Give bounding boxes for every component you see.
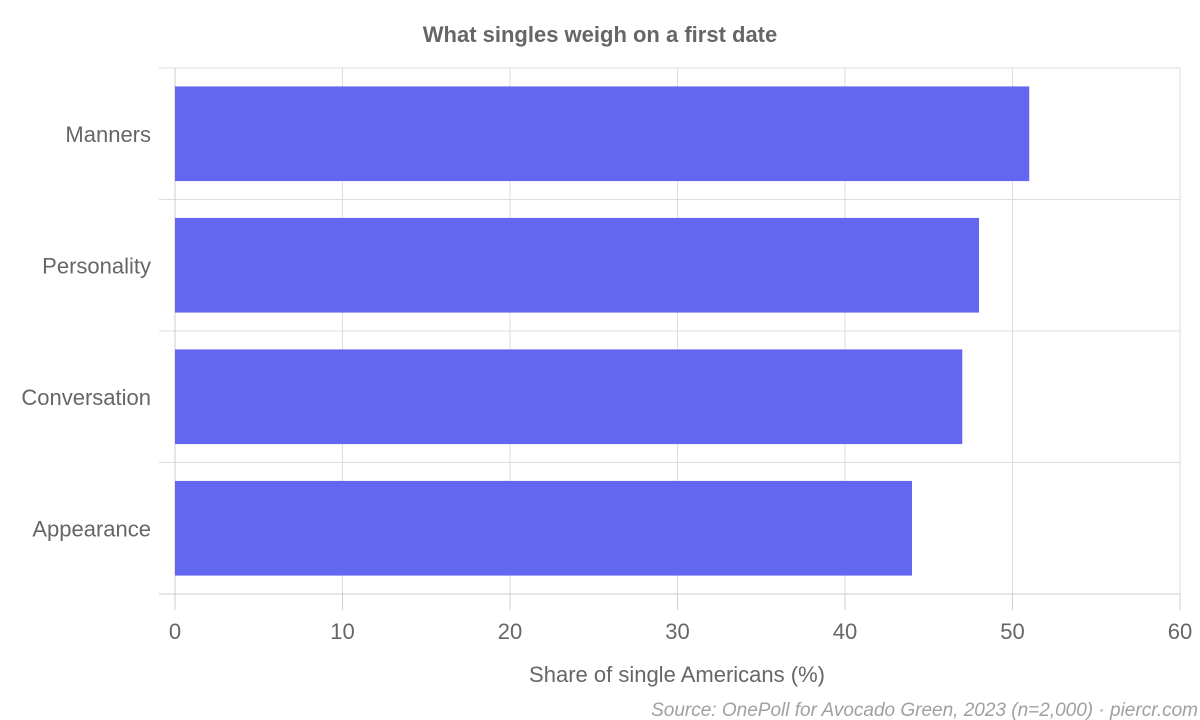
x-tick-label: 40	[833, 619, 857, 644]
chart-title: What singles weigh on a first date	[423, 22, 778, 47]
category-labels: Manners Personality Conversation Appearance	[21, 122, 151, 542]
x-tick-label: 60	[1168, 619, 1192, 644]
x-tick-labels: 0 10 20 30 40 50 60	[169, 619, 1192, 644]
x-tick-label: 20	[498, 619, 522, 644]
source-note: Source: OnePoll for Avocado Green, 2023 …	[651, 700, 1198, 720]
bar-appearance	[175, 480, 912, 576]
category-label: Manners	[65, 122, 151, 147]
x-tick-label: 0	[169, 619, 181, 644]
x-tick-label: 10	[330, 619, 354, 644]
x-axis-ticks	[174, 594, 1181, 610]
bar-personality	[175, 217, 979, 313]
bars	[175, 86, 1030, 576]
x-tick-label: 50	[1000, 619, 1024, 644]
x-tick-label: 30	[665, 619, 689, 644]
bar-conversation	[175, 349, 963, 445]
category-label: Personality	[42, 253, 151, 278]
category-label: Appearance	[32, 516, 151, 541]
x-axis-title: Share of single Americans (%)	[529, 662, 825, 687]
bar-manners	[175, 86, 1030, 182]
category-label: Conversation	[21, 385, 151, 410]
